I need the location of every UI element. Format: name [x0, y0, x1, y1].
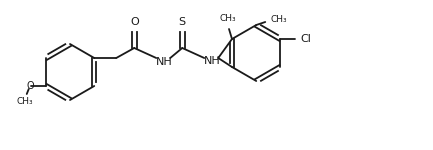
Text: CH₃: CH₃ — [220, 14, 236, 23]
Text: S: S — [179, 17, 186, 27]
Text: NH: NH — [204, 56, 221, 66]
Text: O: O — [131, 17, 139, 27]
Text: CH₃: CH₃ — [270, 15, 287, 24]
Text: O: O — [27, 81, 35, 91]
Text: CH₃: CH₃ — [16, 97, 33, 106]
Text: NH: NH — [156, 57, 173, 67]
Text: Cl: Cl — [301, 34, 311, 44]
